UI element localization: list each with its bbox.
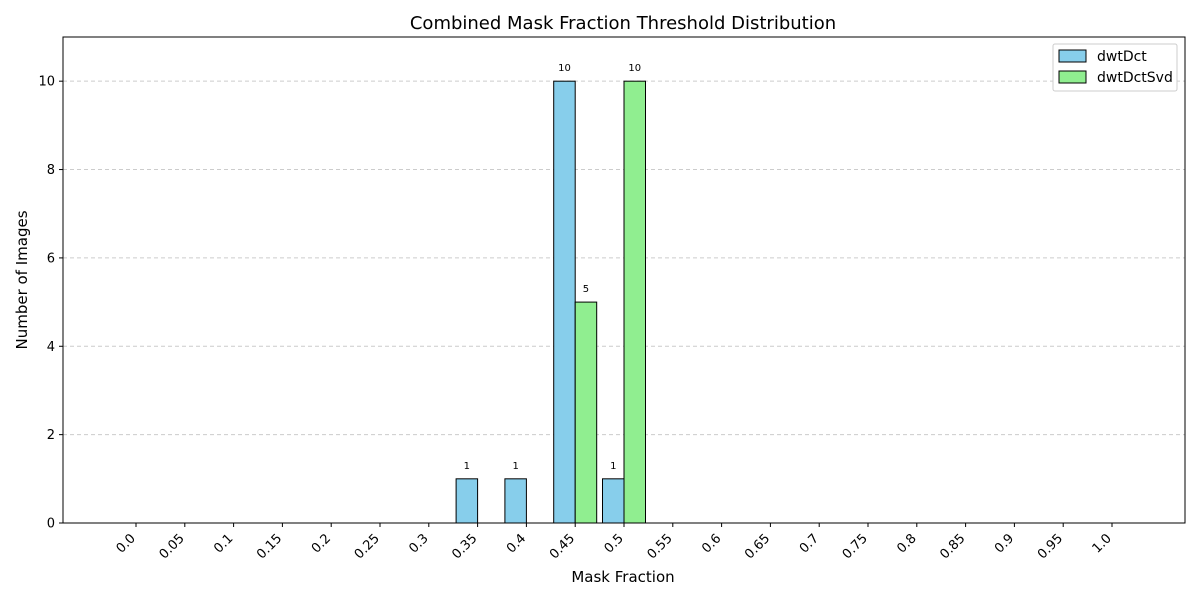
- x-axis-label: Mask Fraction: [571, 568, 674, 586]
- bar-dwtdct: [455, 478, 479, 524]
- y-axis: 0 2 4 6 8 10: [38, 75, 63, 532]
- x-tick-label: 0.05: [157, 531, 188, 562]
- x-tick-label: 0.9: [992, 531, 1017, 556]
- x-tick-label: 0.5: [602, 531, 627, 556]
- x-tick-label: 0.65: [742, 531, 773, 562]
- x-tick-label: 0.75: [840, 531, 871, 562]
- y-tick-label: 8: [47, 163, 55, 178]
- legend-label-dwtdct: dwtDct: [1097, 49, 1147, 65]
- bar-dwtdct: [553, 80, 576, 524]
- y-axis-label: Number of Images: [13, 210, 31, 349]
- x-tick-label: 0.8: [894, 531, 919, 556]
- x-tick-label: 0.6: [699, 531, 724, 556]
- x-tick-label: 0.4: [504, 531, 529, 556]
- data-label-dwtdct: 1: [464, 461, 470, 472]
- bar-dwtdctsvd: [623, 80, 646, 524]
- bar-dwtdct: [602, 478, 625, 524]
- data-label-dwtdctsvd: 10: [628, 63, 641, 74]
- data-labels: 1 1 10 1 5 10: [464, 63, 641, 472]
- data-label-dwtdctsvd: 5: [583, 284, 589, 295]
- data-label-dwtdct: 1: [512, 461, 518, 472]
- bar-dwtdct: [504, 478, 527, 524]
- bars: [455, 80, 646, 524]
- x-tick-label: 1.0: [1090, 531, 1115, 556]
- bar-dwtdctsvd: [574, 301, 598, 524]
- legend-swatch-dwtdct: [1058, 49, 1087, 63]
- y-tick-label: 4: [47, 340, 55, 355]
- y-tick-label: 10: [38, 75, 55, 90]
- y-tick-label: 2: [47, 428, 55, 443]
- x-tick-label: 0.15: [254, 531, 285, 562]
- x-tick-label: 0.0: [114, 531, 139, 556]
- x-tick-label: 0.1: [211, 531, 236, 556]
- x-axis: 0.0 0.05 0.1 0.15 0.2 0.25 0.3 0.35 0.4 0.45 0.5 0.…: [114, 523, 1115, 562]
- y-tick-label: 6: [47, 251, 55, 266]
- x-tick-label: 0.3: [406, 531, 431, 556]
- chart-title: Combined Mask Fraction Threshold Distrib…: [410, 13, 836, 34]
- legend: dwtDct dwtDctSvd: [1052, 43, 1178, 92]
- x-tick-label: 0.55: [645, 531, 676, 562]
- legend-label-dwtdctsvd: dwtDctSvd: [1097, 70, 1173, 86]
- x-tick-label: 0.2: [309, 531, 334, 556]
- x-tick-label: 0.95: [1035, 531, 1066, 562]
- data-label-dwtdct: 10: [558, 63, 571, 74]
- x-tick-label: 0.45: [547, 531, 578, 562]
- data-label-dwtdct: 1: [610, 461, 616, 472]
- x-tick-label: 0.25: [352, 531, 383, 562]
- y-tick-label: 0: [47, 517, 55, 532]
- x-tick-label: 0.35: [449, 531, 480, 562]
- legend-swatch-dwtdctsvd: [1058, 70, 1087, 84]
- x-tick-label: 0.7: [797, 531, 822, 556]
- x-tick-label: 0.85: [937, 531, 968, 562]
